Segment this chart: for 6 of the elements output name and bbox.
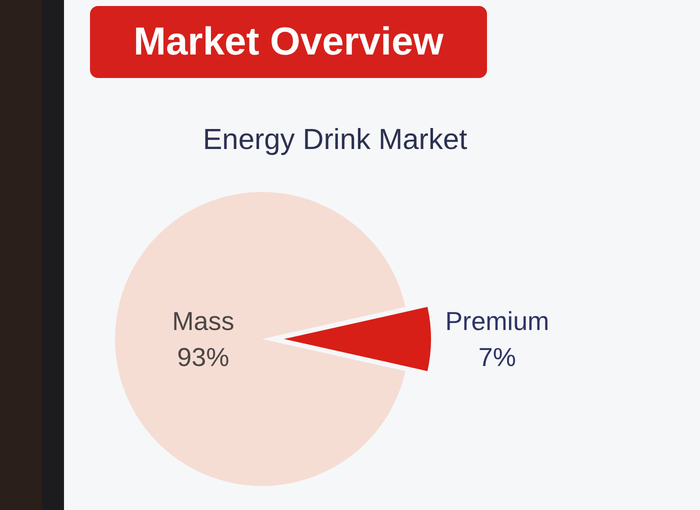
data-label: 93% <box>177 342 230 372</box>
chart-title: Market Overview <box>133 20 444 64</box>
data-label: 7% <box>478 342 516 372</box>
chart-subtitle: Energy Drink Market <box>202 124 468 156</box>
slice-label: Mass <box>172 306 234 336</box>
slice-label: Premium <box>445 306 550 336</box>
